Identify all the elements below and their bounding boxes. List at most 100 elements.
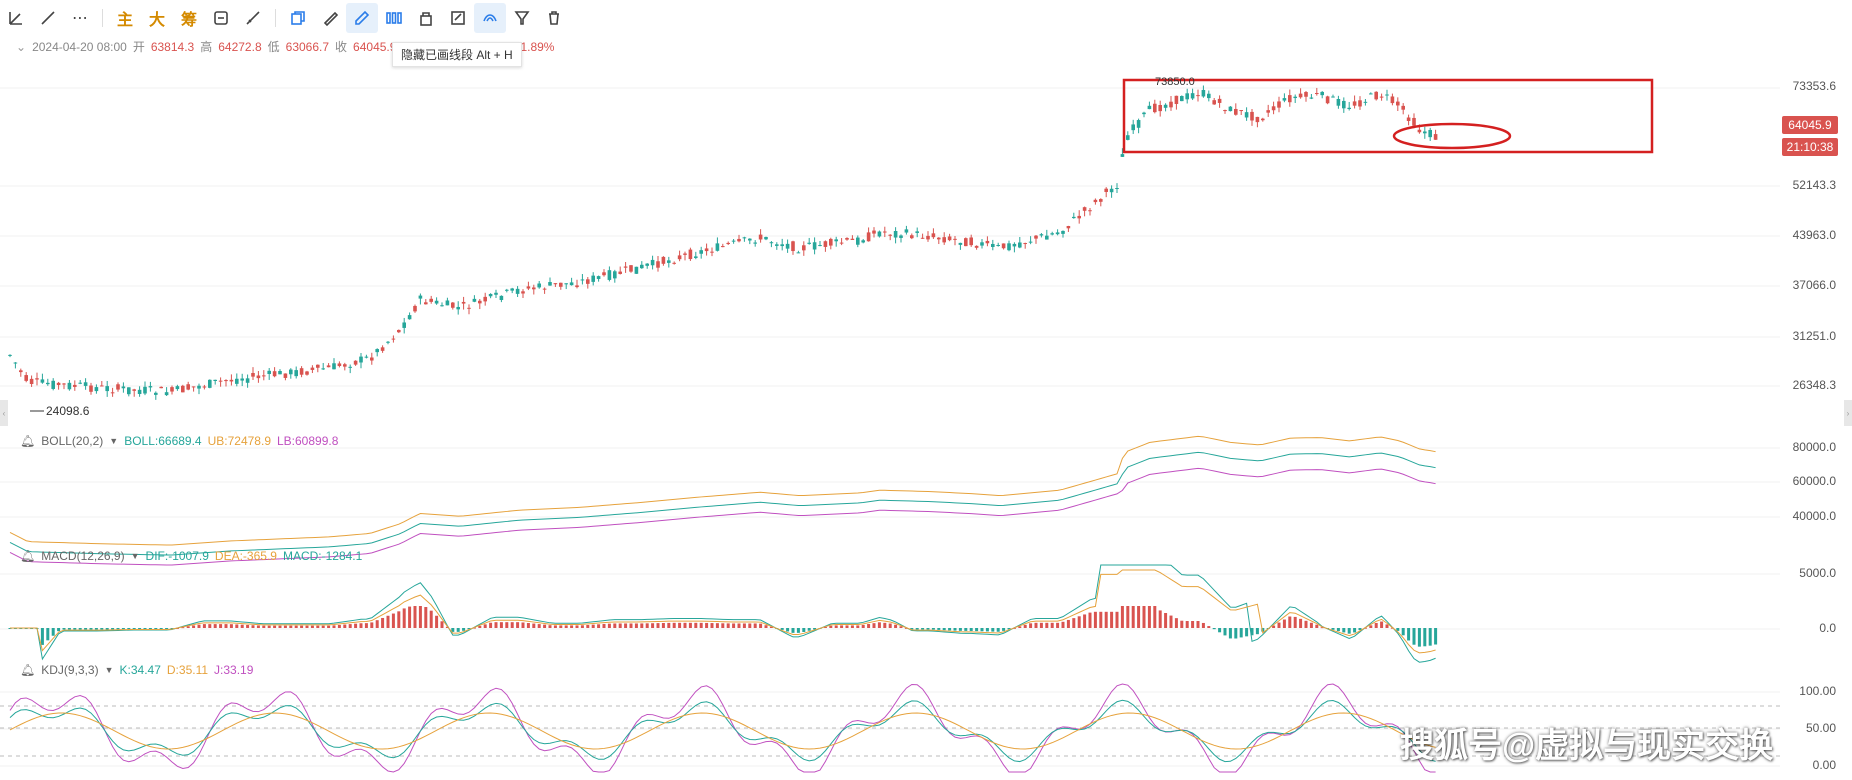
- candle-body: [499, 295, 504, 301]
- macd-histogram-bar: [1223, 628, 1227, 636]
- hide-drawings-tooltip: 隐藏已画线段 Alt + H: [392, 42, 522, 67]
- macd-histogram-bar: [1153, 606, 1157, 628]
- macd-histogram-bar: [543, 624, 547, 628]
- bell-icon[interactable]: 🔔︎: [20, 549, 36, 563]
- macd-histogram-bar: [78, 628, 82, 630]
- candle-body: [94, 387, 99, 392]
- macd-histogram-bar: [613, 623, 617, 628]
- trend-line-icon[interactable]: [32, 3, 64, 33]
- candle-body: [537, 283, 541, 288]
- candle-body: [1336, 98, 1341, 106]
- macd-histogram-bar: [84, 628, 88, 630]
- dropdown-icon[interactable]: ▼: [109, 436, 119, 446]
- delete-icon[interactable]: [538, 3, 570, 33]
- macd-histogram-bar: [192, 625, 196, 628]
- ruler-icon[interactable]: [314, 3, 346, 33]
- macd-histogram-bar: [435, 615, 439, 628]
- candle-body: [488, 293, 493, 297]
- macd-histogram-bar: [796, 628, 800, 633]
- candle-body: [829, 238, 833, 246]
- candle-body: [256, 375, 261, 379]
- bell-icon[interactable]: 🔔︎: [20, 663, 36, 677]
- macd-histogram-bar: [1407, 628, 1411, 641]
- left-collapse-handle[interactable]: ‹: [0, 400, 8, 426]
- macd-histogram-bar: [1255, 628, 1259, 635]
- copy-icon[interactable]: [282, 3, 314, 33]
- candle-body: [672, 262, 676, 264]
- macd-histogram-bar: [316, 625, 320, 628]
- lock-icon[interactable]: [410, 3, 442, 33]
- kdj-k-line: [9, 699, 1436, 763]
- candle-body: [1352, 101, 1357, 106]
- macd-histogram-bar: [391, 613, 395, 628]
- candle-body: [920, 237, 925, 239]
- main-chart-button[interactable]: 主: [116, 12, 133, 29]
- dropdown-icon[interactable]: ▼: [104, 665, 114, 675]
- candle-body: [1374, 91, 1378, 100]
- annotations: [30, 78, 1654, 412]
- candle-body: [758, 234, 763, 240]
- sync-icon[interactable]: [205, 3, 237, 33]
- macd-histogram-bar: [381, 617, 385, 628]
- candle-body: [316, 364, 320, 368]
- candle-body: [839, 242, 844, 244]
- bar-stats-icon[interactable]: [378, 3, 410, 33]
- candle-body: [494, 292, 498, 295]
- large-button[interactable]: 大: [148, 12, 165, 29]
- macd-histogram-bar: [1385, 624, 1389, 628]
- boll-axis-label: 80000.0: [1792, 440, 1836, 454]
- macd-histogram-bar: [710, 623, 714, 628]
- macd-name[interactable]: MACD(12,26,9): [41, 549, 125, 563]
- candle-body: [1023, 243, 1027, 245]
- edit-icon[interactable]: [442, 3, 474, 33]
- macd-histogram-bar: [505, 622, 509, 628]
- macd-histogram-bar: [753, 623, 757, 628]
- candle-body: [699, 250, 703, 254]
- candle-body: [181, 385, 185, 393]
- macd-histogram-bar: [553, 625, 557, 628]
- candle-body: [370, 357, 374, 361]
- macd-histogram-bar: [510, 622, 514, 628]
- boll-name[interactable]: BOLL(20,2): [41, 434, 104, 448]
- macd-histogram-bar: [1380, 621, 1384, 628]
- candle-body: [1169, 101, 1173, 108]
- candle-body: [856, 237, 860, 245]
- macd-histogram-bar: [89, 628, 93, 630]
- bell-icon[interactable]: 🔔︎: [20, 434, 36, 448]
- chips-button[interactable]: 筹: [180, 12, 197, 29]
- measure-icon[interactable]: [237, 3, 269, 33]
- high-marker: 73850.0: [1155, 76, 1195, 88]
- macd-histogram-bar: [359, 623, 363, 628]
- macd-histogram-bar: [1029, 623, 1033, 628]
- pen-icon[interactable]: [346, 3, 378, 33]
- macd-histogram-bar: [197, 624, 201, 628]
- dropdown-icon[interactable]: ▼: [130, 551, 140, 561]
- macd-histogram-bar: [1137, 606, 1141, 628]
- macd-histogram-bar: [1120, 606, 1124, 628]
- macd-histogram-bar: [904, 627, 908, 629]
- macd-histogram-bar: [289, 625, 293, 628]
- candle-body: [159, 386, 163, 389]
- kdj-name[interactable]: KDJ(9,3,3): [41, 663, 99, 677]
- more-icon[interactable]: ⋯: [72, 10, 88, 27]
- collapse-icon[interactable]: ⌄: [16, 39, 27, 54]
- low-value: 63066.7: [285, 39, 330, 54]
- candle-body: [191, 386, 196, 388]
- candle-body: [424, 302, 428, 305]
- trend-angle-icon[interactable]: [0, 3, 32, 33]
- macd-histogram-bar: [645, 623, 649, 628]
- macd-histogram-bar: [678, 622, 682, 628]
- candle-body: [1363, 101, 1368, 103]
- macd-histogram-bar: [570, 625, 574, 628]
- macd-histogram-bar: [850, 625, 854, 628]
- right-collapse-handle[interactable]: ›: [1844, 400, 1852, 426]
- candle-body: [818, 245, 822, 247]
- candle-body: [607, 270, 612, 280]
- candle-body: [1163, 104, 1168, 108]
- current-price-tag: 64045.9: [1782, 116, 1838, 134]
- filter-icon[interactable]: [506, 3, 538, 33]
- hide-drawings-icon[interactable]: [474, 3, 506, 33]
- macd-histogram-bar: [1142, 606, 1146, 628]
- macd-histogram-bar: [829, 625, 833, 628]
